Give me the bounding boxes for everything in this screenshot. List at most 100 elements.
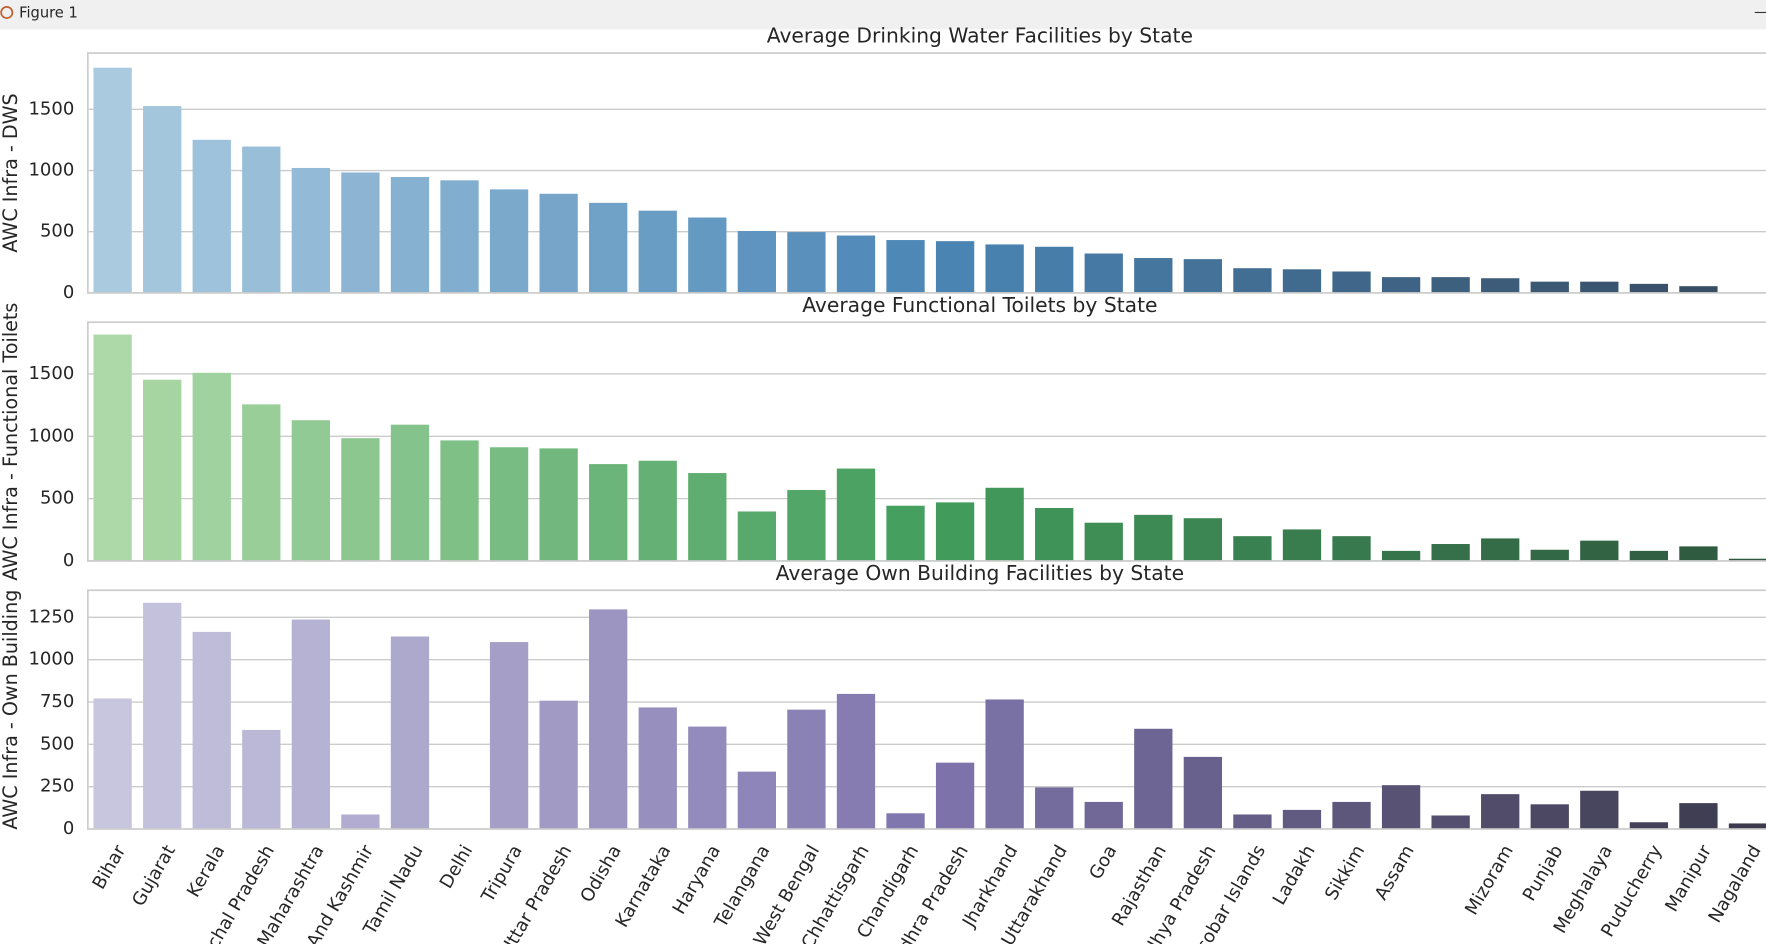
bar bbox=[1282, 809, 1322, 830]
bar bbox=[1530, 804, 1569, 830]
bar bbox=[1481, 538, 1520, 561]
bar bbox=[242, 729, 281, 830]
bar bbox=[1580, 281, 1619, 293]
axes-frame bbox=[87, 52, 1766, 294]
bar bbox=[737, 771, 777, 830]
bar bbox=[1431, 277, 1470, 293]
bar bbox=[143, 602, 182, 830]
bar bbox=[1183, 518, 1223, 561]
bar bbox=[935, 502, 975, 561]
bar bbox=[242, 404, 281, 561]
title-bar bbox=[0, 0, 1766, 30]
bar bbox=[1233, 814, 1272, 830]
bar bbox=[1084, 522, 1123, 561]
bar bbox=[440, 440, 479, 561]
axes bbox=[87, 602, 1766, 830]
bar bbox=[1134, 514, 1173, 561]
axes-frame bbox=[87, 589, 1766, 830]
bar bbox=[1084, 801, 1123, 830]
bar bbox=[935, 762, 975, 830]
chart-title: Average Drinking Water Facilities by Sta… bbox=[767, 24, 1193, 48]
bar bbox=[589, 464, 628, 561]
bar bbox=[1381, 785, 1421, 830]
bar bbox=[1035, 246, 1074, 293]
bar bbox=[1282, 529, 1322, 561]
bar bbox=[93, 698, 132, 830]
bar bbox=[787, 709, 826, 830]
y-tick-label: 1500 bbox=[28, 363, 74, 384]
bar bbox=[539, 700, 578, 830]
bar bbox=[1332, 271, 1371, 293]
bar bbox=[341, 814, 380, 830]
bar bbox=[1183, 756, 1223, 830]
y-tick-label: 500 bbox=[40, 221, 74, 242]
bar bbox=[886, 813, 925, 830]
bar bbox=[1134, 258, 1173, 293]
bar bbox=[1233, 268, 1272, 293]
bar bbox=[341, 172, 380, 293]
chart-title: Average Functional Toilets by State bbox=[802, 293, 1157, 317]
bar bbox=[985, 244, 1024, 293]
y-axis-label: AWC Infra - Own Building bbox=[0, 590, 22, 830]
bar bbox=[489, 447, 529, 561]
bar bbox=[390, 177, 430, 293]
axes-frame bbox=[87, 321, 1766, 562]
bar bbox=[1728, 558, 1766, 561]
bar bbox=[1580, 790, 1619, 830]
bar bbox=[143, 379, 182, 561]
bar bbox=[291, 420, 330, 561]
bar bbox=[1679, 286, 1718, 293]
bar bbox=[836, 235, 876, 293]
y-tick-label: 1500 bbox=[28, 98, 74, 119]
window-title: Figure 1 bbox=[19, 5, 78, 22]
bar bbox=[93, 67, 132, 293]
axes bbox=[87, 67, 1766, 293]
bar bbox=[1282, 269, 1322, 293]
bar bbox=[390, 636, 430, 830]
bar bbox=[1035, 507, 1074, 561]
y-axis-label: AWC Infra - Functional Toilets bbox=[0, 303, 22, 581]
bar bbox=[985, 487, 1024, 561]
bar bbox=[688, 726, 727, 830]
chart-title: Average Own Building Facilities by State bbox=[776, 561, 1184, 585]
bar bbox=[192, 631, 231, 830]
bar bbox=[1629, 283, 1669, 293]
y-tick-label: 0 bbox=[63, 282, 74, 303]
bar bbox=[638, 707, 677, 830]
bar bbox=[1481, 794, 1520, 830]
bar bbox=[192, 139, 231, 293]
y-tick-label: 750 bbox=[40, 691, 74, 712]
bar bbox=[539, 448, 578, 561]
bar bbox=[489, 189, 529, 293]
bar bbox=[1134, 728, 1173, 830]
bar bbox=[886, 505, 925, 561]
bar bbox=[836, 693, 876, 830]
bar bbox=[1233, 536, 1272, 561]
bar bbox=[935, 241, 975, 293]
y-tick-label: 500 bbox=[40, 488, 74, 509]
bar bbox=[1580, 540, 1619, 561]
bar bbox=[291, 167, 330, 293]
bar bbox=[1481, 278, 1520, 293]
y-tick-label: 0 bbox=[63, 550, 74, 571]
bar bbox=[1084, 253, 1123, 293]
bar bbox=[638, 210, 677, 293]
bar bbox=[589, 202, 628, 293]
axes bbox=[87, 334, 1766, 561]
y-tick-label: 500 bbox=[40, 733, 74, 754]
bar bbox=[1629, 550, 1669, 561]
y-tick-label: 1000 bbox=[28, 649, 74, 670]
y-tick-label: 1000 bbox=[28, 425, 74, 446]
bar bbox=[1431, 815, 1470, 830]
bar bbox=[1431, 544, 1470, 561]
bar bbox=[787, 232, 826, 293]
bar bbox=[440, 180, 479, 293]
bar bbox=[390, 424, 430, 561]
bar bbox=[836, 468, 876, 561]
bar bbox=[1629, 822, 1669, 830]
bar bbox=[688, 473, 727, 561]
bar bbox=[688, 217, 727, 293]
bar bbox=[1530, 281, 1569, 293]
y-tick-label: 0 bbox=[63, 818, 74, 839]
